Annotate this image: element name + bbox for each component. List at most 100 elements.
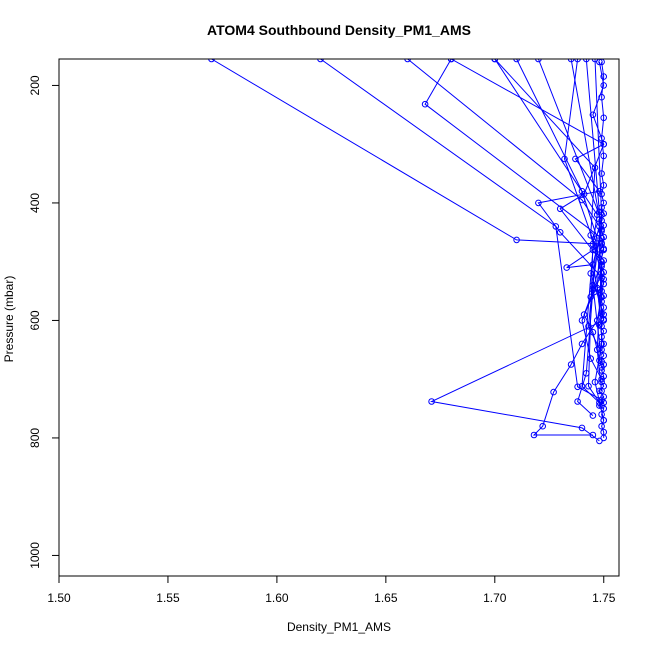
data-point	[535, 199, 542, 207]
plot-frame	[58, 58, 620, 577]
data-point	[598, 258, 605, 266]
data-point	[600, 304, 608, 311]
data-point	[578, 424, 586, 432]
data-point	[552, 223, 560, 230]
data-point	[587, 355, 595, 362]
data-point	[598, 402, 605, 409]
data-point	[589, 261, 597, 268]
data-point	[600, 246, 608, 254]
data-point	[563, 264, 571, 271]
data-point	[596, 251, 603, 258]
data-point	[589, 240, 597, 248]
data-point	[598, 340, 605, 348]
data-point	[530, 431, 538, 439]
data-point	[598, 170, 605, 177]
data-point	[550, 388, 557, 396]
data-point	[598, 211, 605, 218]
data-point	[556, 205, 564, 213]
data-point	[600, 352, 608, 360]
x-axis-label: Density_PM1_AMS	[287, 620, 391, 634]
x-tick-label: 1.65	[374, 591, 398, 605]
data-point	[600, 340, 608, 348]
data-point	[598, 333, 605, 341]
data-point	[600, 73, 608, 80]
series-line	[585, 59, 605, 421]
data-point	[591, 378, 599, 386]
data-point	[589, 286, 597, 294]
data-point	[600, 182, 608, 189]
x-tick-label: 1.75	[592, 591, 616, 605]
data-point	[513, 236, 520, 244]
x-tick-label: 1.55	[156, 591, 180, 605]
data-point	[596, 387, 603, 395]
data-point	[593, 317, 601, 324]
data-point	[567, 361, 575, 368]
data-point	[598, 261, 605, 268]
data-point	[421, 100, 429, 108]
data-point	[539, 422, 547, 430]
data-point	[598, 226, 605, 233]
y-tick-label: 200	[28, 75, 42, 95]
data-layer	[208, 59, 608, 445]
data-point	[556, 229, 564, 236]
data-point	[596, 437, 603, 445]
data-point	[598, 367, 605, 374]
data-point	[561, 155, 568, 163]
data-point	[600, 428, 608, 436]
data-point	[585, 382, 592, 390]
data-point	[598, 411, 605, 418]
data-point	[589, 111, 597, 119]
data-point	[587, 293, 595, 301]
series-line	[570, 59, 605, 315]
series-line	[494, 59, 603, 406]
data-point	[598, 378, 605, 386]
data-point	[572, 155, 579, 163]
data-point	[598, 298, 605, 305]
data-point	[598, 422, 605, 430]
y-tick-label: 400	[28, 193, 42, 213]
x-tick-label: 1.60	[265, 591, 289, 605]
data-point	[598, 387, 605, 395]
data-point	[600, 276, 608, 283]
data-point	[600, 280, 608, 288]
data-point	[591, 164, 599, 171]
y-tick-label: 1000	[28, 542, 42, 569]
data-point	[598, 358, 605, 365]
y-tick-label: 600	[28, 310, 42, 330]
data-point	[598, 263, 605, 270]
data-point	[598, 135, 605, 142]
chart-title: ATOM4 Southbound Density_PM1_AMS	[207, 22, 471, 38]
data-point	[593, 346, 601, 354]
data-point	[428, 398, 435, 405]
data-point	[598, 375, 605, 383]
series-line	[450, 59, 605, 368]
data-point	[600, 417, 608, 424]
data-point	[598, 323, 605, 330]
series-line	[516, 59, 600, 349]
data-point	[600, 311, 608, 318]
series-line	[407, 59, 600, 404]
data-point	[596, 187, 603, 195]
data-point	[578, 340, 586, 348]
data-point	[600, 152, 608, 160]
data-point	[578, 382, 586, 390]
data-point	[600, 114, 608, 122]
data-point	[600, 140, 608, 148]
y-axis-label: Pressure (mbar)	[2, 276, 16, 363]
data-point	[593, 284, 601, 292]
data-point	[580, 311, 588, 318]
data-point	[600, 199, 608, 207]
axes: 1.50 1.55 1.60 1.65 1.70 1.75 200 400 600 800 1000	[28, 75, 616, 605]
x-tick-label: 1.50	[47, 591, 71, 605]
data-point	[598, 234, 605, 242]
data-point	[589, 328, 597, 336]
y-tick-label: 800	[28, 428, 42, 448]
data-point	[574, 383, 581, 391]
data-point	[589, 431, 597, 439]
data-point	[600, 82, 608, 89]
data-point	[598, 270, 605, 277]
data-point	[578, 187, 586, 195]
data-point	[585, 323, 592, 330]
data-point	[593, 234, 601, 242]
